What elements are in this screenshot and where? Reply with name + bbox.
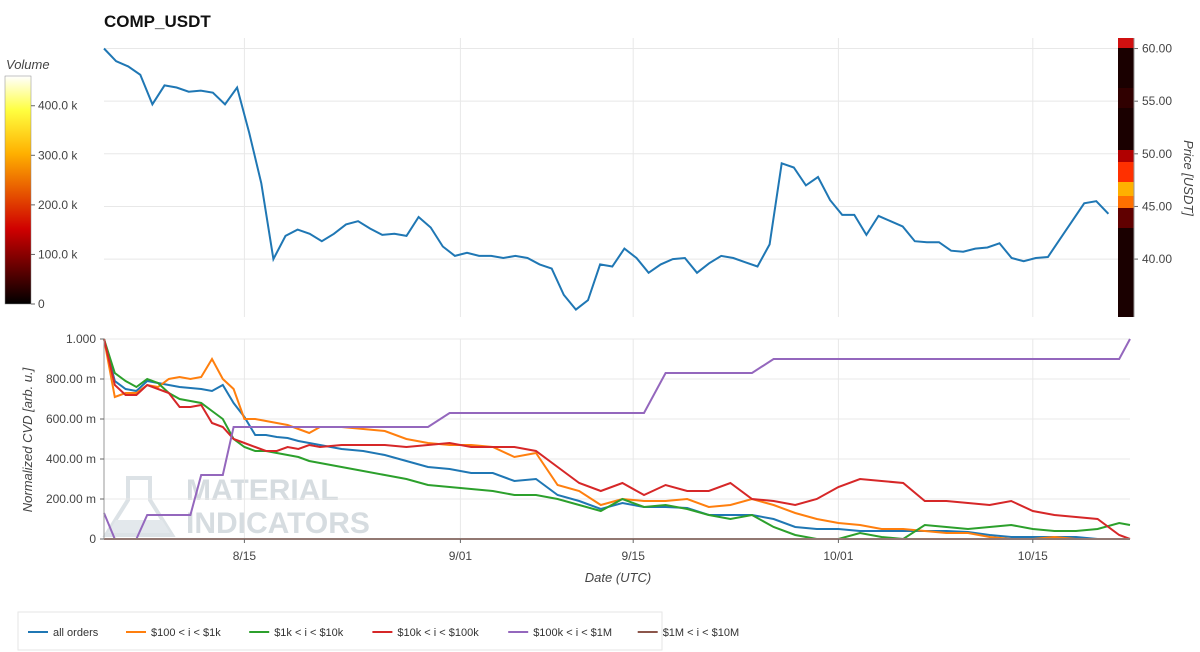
cvd-tick-label: 0 [89, 532, 96, 546]
price-tick-label: 55.00 [1142, 94, 1172, 108]
heatmap-cell [1118, 196, 1134, 208]
cvd-tick-label: 200.00 m [46, 492, 96, 506]
flask-icon [102, 476, 176, 537]
cvd-series-line-2 [103, 338, 1131, 541]
cvd-tick-label: 600.00 m [46, 412, 96, 426]
volume-colorbar: Volume 0 100.0 k 200.0 k 300.0 k 400.0 k [4, 57, 78, 311]
heatmap-cell [1118, 88, 1134, 108]
watermark-line2: INDICATORS [186, 507, 370, 540]
legend: all orders $100 < i < $1k $1k < i < $10k $1… [17, 611, 739, 651]
cvd-tick-label: 800.00 m [46, 372, 96, 386]
heatmap-cell [1118, 38, 1134, 48]
heatmap-cell [1118, 208, 1134, 228]
heatmap-cell [1118, 182, 1134, 196]
x-tick-label: 10/15 [1018, 549, 1048, 563]
heatmap-cell [1118, 150, 1134, 162]
legend-label: $10k < i < $100k [397, 627, 479, 639]
colorbar-tick-label: 300.0 k [38, 148, 78, 162]
x-axis-label: Date (UTC) [585, 570, 651, 585]
x-tick-label: 10/01 [823, 549, 853, 563]
cvd-panel: 0 200.00 m 400.00 m 600.00 m 800.00 m 1.000 8… [20, 332, 1131, 585]
legend-label: all orders [53, 627, 99, 639]
colorbar-gradient [4, 75, 32, 305]
price-series-line [103, 47, 1110, 311]
cvd-series-line-4 [103, 338, 1131, 540]
legend-label: $1M < i < $10M [663, 627, 739, 639]
cvd-tick-label: 1.000 [66, 332, 96, 346]
price-tick-label: 60.00 [1142, 42, 1172, 56]
cvd-series-line-1 [103, 338, 1130, 540]
price-tick-label: 40.00 [1142, 252, 1172, 266]
heatmap-cell [1118, 162, 1134, 182]
x-tick-label: 9/01 [449, 549, 473, 563]
colorbar-tick-label: 0 [38, 297, 45, 311]
legend-label: $100 < i < $1k [151, 627, 221, 639]
chart-title: COMP_USDT [104, 12, 211, 31]
watermark-line1: MATERIAL [186, 474, 339, 507]
watermark: MATERIAL INDICATORS [102, 474, 370, 540]
price-axis-label: Price [USDT] [1181, 140, 1196, 216]
x-tick-label: 8/15 [233, 549, 257, 563]
price-tick-label: 50.00 [1142, 147, 1172, 161]
colorbar-tick-label: 400.0 k [38, 99, 78, 113]
price-tick-label: 45.00 [1142, 199, 1172, 213]
x-tick-label: 9/15 [622, 549, 646, 563]
legend-label: $1k < i < $10k [274, 627, 344, 639]
cvd-series-line-3 [103, 338, 1131, 540]
cvd-axis-label: Normalized CVD [arb. u.] [20, 367, 35, 512]
colorbar-label: Volume [6, 57, 50, 72]
price-panel: 40.00 45.00 50.00 55.00 60.00 Price [USDT] [103, 38, 1196, 317]
colorbar-tick-label: 100.0 k [38, 247, 78, 261]
colorbar-tick-label: 200.0 k [38, 198, 78, 212]
legend-label: $100k < i < $1M [533, 627, 612, 639]
cvd-tick-label: 400.00 m [46, 452, 96, 466]
volume-heatmap-strip [1118, 38, 1134, 317]
legend-box [17, 611, 663, 651]
